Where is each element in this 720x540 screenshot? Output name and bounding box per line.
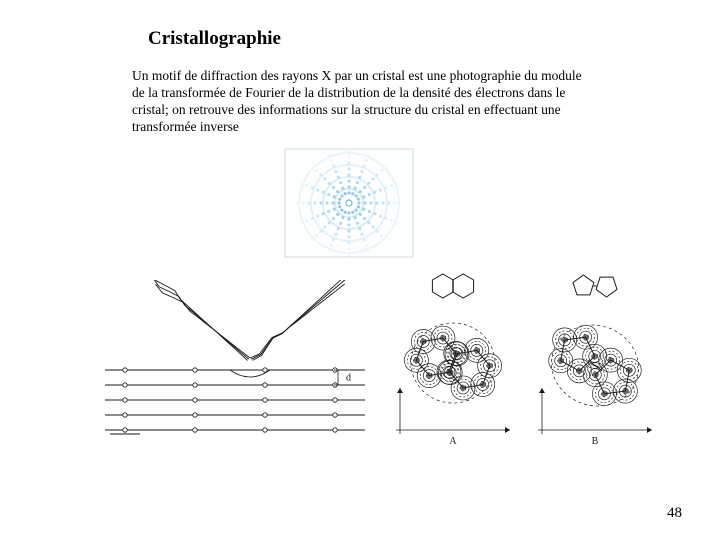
svg-text:d: d: [346, 373, 351, 384]
electron-density-figure-b: B: [530, 268, 660, 448]
slide-body-text: Un motif de diffraction des rayons X par…: [132, 68, 592, 136]
slide-title: Cristallographie: [148, 28, 281, 50]
page-number: 48: [667, 505, 682, 522]
svg-text:A: A: [449, 436, 457, 447]
diffraction-pattern-figure: [284, 148, 414, 258]
svg-text:B: B: [592, 436, 599, 447]
electron-density-figure-a: A: [388, 268, 518, 448]
bragg-reflection-figure: d: [100, 280, 370, 440]
